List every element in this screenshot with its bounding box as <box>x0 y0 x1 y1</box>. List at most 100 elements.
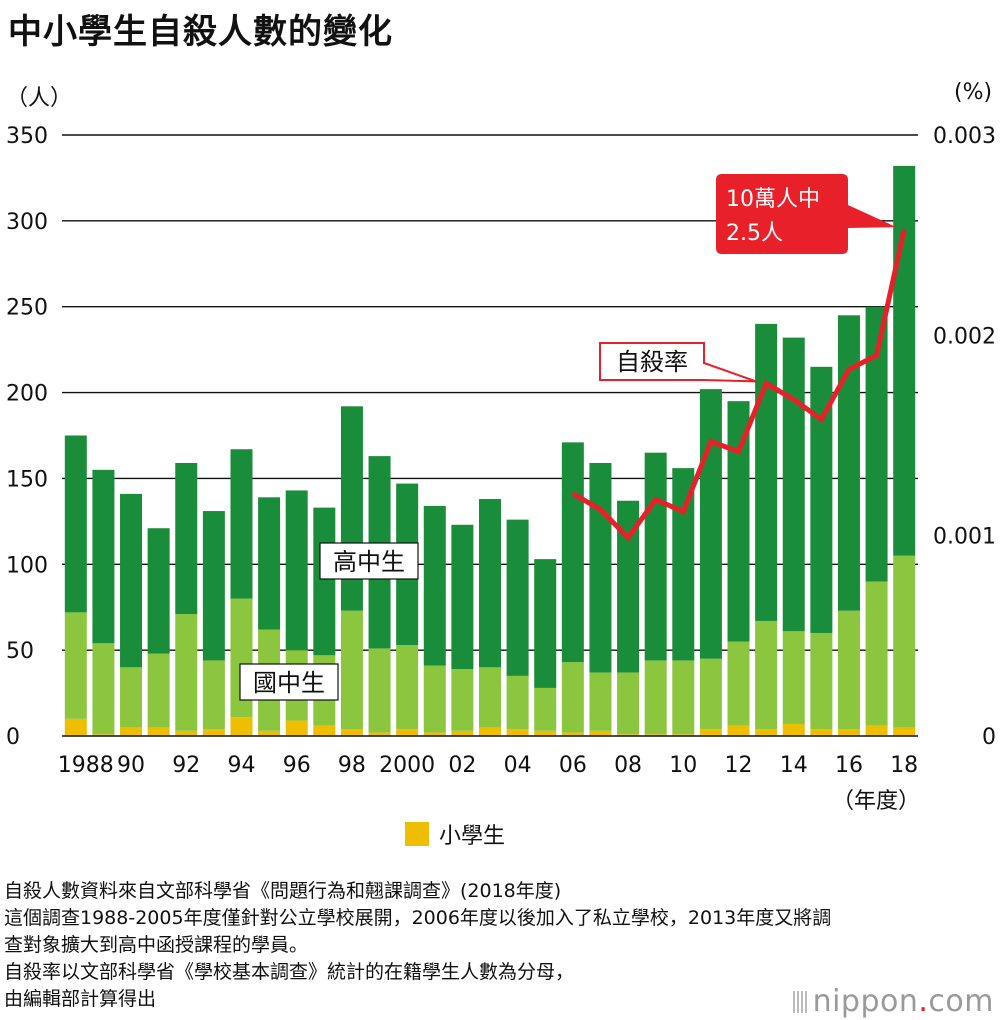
bar-elementary <box>755 729 778 736</box>
bar-middle <box>699 658 722 730</box>
y2-tick-label: 0.002 <box>933 324 996 349</box>
bar-elementary <box>423 732 446 736</box>
nippon-logo: nippon.com <box>792 984 994 1019</box>
bar-elementary <box>368 732 391 736</box>
x-tick-label: 94 <box>227 753 255 778</box>
bar-elementary <box>672 734 695 736</box>
bar-elementary <box>589 730 612 736</box>
bar-high <box>479 499 501 668</box>
x-tick-label: 16 <box>835 753 863 778</box>
bar-middle <box>479 667 501 728</box>
y-tick-label: 100 <box>6 553 48 578</box>
logo-suffix: com <box>928 984 994 1019</box>
x-tick-label: 02 <box>448 753 476 778</box>
bar-middle <box>396 644 419 730</box>
bar-high <box>699 389 722 659</box>
bar-high <box>451 524 474 670</box>
label-box-middle <box>239 663 339 701</box>
bar-elementary <box>727 725 750 736</box>
bar-high <box>810 366 833 633</box>
bar-elementary <box>147 727 170 736</box>
bar-high <box>589 462 612 673</box>
bar-high <box>865 306 888 582</box>
bar-high <box>893 165 916 556</box>
bar-high <box>672 468 695 661</box>
bar-middle <box>340 610 363 730</box>
y2-tick-label: 0.003 <box>933 124 996 149</box>
logo-main: nippon <box>812 984 919 1019</box>
bar-elementary <box>534 730 557 736</box>
label-box-rate <box>599 342 757 383</box>
label-box-high <box>319 542 419 580</box>
bar-middle <box>451 669 474 731</box>
bar-middle <box>865 581 888 726</box>
chart-title: 中小學生自殺人數的變化 <box>8 12 393 52</box>
left-axis-unit: （人） <box>6 86 73 111</box>
y-tick-label: 0 <box>6 725 20 750</box>
bar-high <box>120 493 143 668</box>
bar-middle <box>589 672 612 731</box>
y-tick-label: 150 <box>6 467 48 492</box>
bar-elementary <box>782 723 805 736</box>
y-tick-label: 350 <box>6 124 48 149</box>
right-axis-unit: (%) <box>954 80 993 105</box>
bar-elementary <box>64 718 87 736</box>
bar-middle <box>64 612 87 719</box>
bar-elementary <box>865 725 888 736</box>
x-tick-label: 14 <box>780 753 808 778</box>
bar-high <box>617 500 640 673</box>
x-tick-label: 98 <box>338 753 366 778</box>
x-tick-label: 08 <box>614 753 642 778</box>
y2-tick-label: 0 <box>982 725 996 750</box>
legend: 小學生 <box>405 818 505 850</box>
bar-high <box>147 528 170 654</box>
x-tick-label: 92 <box>172 753 200 778</box>
bar-middle <box>617 672 640 735</box>
bar-middle <box>120 667 143 728</box>
x-tick-label: 04 <box>504 753 532 778</box>
callout-line2: 2.5人 <box>726 221 783 246</box>
bar-middle <box>755 620 778 730</box>
bar-high <box>644 452 667 661</box>
bar-high <box>782 337 805 632</box>
bar-middle <box>368 648 391 733</box>
bar-middle <box>147 653 170 728</box>
y-tick-label: 300 <box>6 210 48 235</box>
bar-high <box>727 401 750 642</box>
bar-high <box>755 323 778 621</box>
bar-middle <box>92 643 115 735</box>
bar-middle <box>506 675 529 730</box>
bar-high <box>340 406 363 611</box>
bar-elementary <box>617 734 640 736</box>
bar-high <box>92 469 115 644</box>
callout-bubble <box>716 174 897 254</box>
x-tick-label: 10 <box>669 753 697 778</box>
label-rate: 自殺率 <box>616 348 688 376</box>
bar-middle <box>837 610 860 730</box>
note-line: 自殺人數資料來自文部科學省《問題行為和翹課調查》(2018年度) <box>4 880 562 902</box>
x-tick-label: 12 <box>725 753 753 778</box>
bar-elementary <box>396 729 419 736</box>
note-line: 自殺率以文部科學省《學校基本調查》統計的在籍學生人數為分母， <box>4 961 575 983</box>
bar-elementary <box>893 727 916 736</box>
bar-elementary <box>230 717 253 736</box>
bar-middle <box>202 660 225 730</box>
bar-elementary <box>561 732 584 736</box>
bar-middle <box>782 631 805 724</box>
bar-high <box>561 442 584 663</box>
bar-high <box>230 449 253 599</box>
x-tick-label: 96 <box>283 753 311 778</box>
note-line: 由編輯部計算得出 <box>4 988 157 1010</box>
source-notes: 自殺人數資料來自文部科學省《問題行為和翹課調查》(2018年度) 這個調查198… <box>4 878 996 1013</box>
bar-middle <box>423 665 446 733</box>
bar-elementary <box>92 734 115 736</box>
bar-elementary <box>837 729 860 736</box>
bar-middle <box>672 660 695 735</box>
bar-elementary <box>340 729 363 736</box>
bar-elementary <box>451 730 474 736</box>
label-middle: 國中生 <box>253 669 325 697</box>
bar-middle <box>644 660 667 735</box>
logo-mark-icon <box>792 991 807 1013</box>
bar-middle <box>810 632 833 730</box>
bar-middle <box>561 662 584 733</box>
